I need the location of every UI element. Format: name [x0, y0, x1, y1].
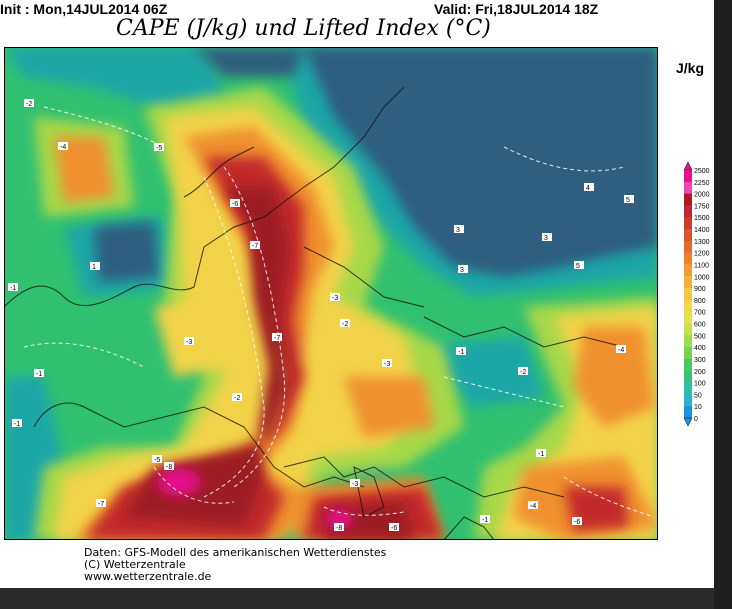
- cape-map: -6 -7 -7 -8 -7 -6 -8 -6 -4 1 -2 -3 -1 -2…: [4, 47, 658, 540]
- scale-swatch: [684, 288, 692, 301]
- scale-label: 1200: [694, 251, 710, 258]
- scale-swatch: [684, 229, 692, 242]
- scale-swatch: [684, 181, 692, 194]
- scale-label: 2500: [694, 168, 710, 175]
- scale-label: 700: [694, 310, 706, 317]
- svg-text:-2: -2: [342, 321, 348, 328]
- scale-label: 1100: [694, 262, 709, 269]
- bottom-bar: [0, 588, 732, 609]
- scale-swatch: [684, 276, 692, 289]
- scale-label: 1000: [694, 274, 710, 281]
- svg-text:-7: -7: [98, 501, 104, 508]
- svg-text:-7: -7: [252, 243, 258, 250]
- scale-label: 100: [694, 381, 706, 388]
- scale-tip-bottom: [683, 417, 693, 427]
- svg-text:-1: -1: [36, 371, 42, 378]
- svg-text:-3: -3: [186, 339, 192, 346]
- scale-label: 1300: [694, 239, 710, 246]
- svg-text:-3: -3: [332, 295, 338, 302]
- scale-label: 400: [694, 345, 706, 352]
- scale-label: 1500: [694, 215, 710, 222]
- svg-text:-1: -1: [458, 349, 464, 356]
- scale-swatch: [684, 370, 692, 383]
- svg-text:-1: -1: [538, 451, 544, 458]
- scale-swatch: [684, 170, 692, 183]
- scale-swatch: [684, 264, 692, 277]
- svg-text:4: 4: [586, 185, 590, 192]
- svg-text:-1: -1: [14, 421, 20, 428]
- valid-time-label: Valid: Fri,18JUL2014 18Z: [434, 1, 599, 17]
- svg-text:3: 3: [544, 235, 548, 242]
- scale-swatch: [684, 335, 692, 348]
- scale-swatch: [684, 299, 692, 313]
- svg-text:-5: -5: [156, 145, 162, 152]
- scale-swatch: [684, 358, 692, 372]
- scale-swatch: [684, 311, 692, 324]
- scale-label: 600: [694, 322, 706, 329]
- map-title: CAPE (J/kg) und Lifted Index (°C): [116, 16, 491, 41]
- scale-label: 10: [694, 404, 702, 411]
- svg-text:-2: -2: [520, 369, 526, 376]
- scale-label: 50: [694, 392, 702, 399]
- scale-swatch: [684, 382, 692, 395]
- scale-swatch: [684, 394, 692, 407]
- scale-label: 500: [694, 333, 706, 340]
- color-scale-legend: 2500225020001750150014001300120011001000…: [683, 161, 710, 427]
- svg-text:-4: -4: [618, 347, 624, 354]
- svg-text:-3: -3: [352, 481, 358, 488]
- svg-text:3: 3: [460, 267, 464, 274]
- credits-line-1: Daten: GFS-Modell des amerikanischen Wet…: [84, 546, 387, 559]
- scale-swatch: [684, 406, 692, 419]
- svg-text:3: 3: [456, 227, 460, 234]
- scale-label: 1400: [694, 227, 710, 234]
- scale-swatch: [684, 193, 692, 206]
- scale-swatch: [684, 347, 692, 360]
- scale-label: 900: [694, 286, 706, 293]
- credits-line-3: www.wetterzentrale.de: [84, 570, 212, 583]
- scale-swatch: [684, 217, 692, 230]
- scale-label: 800: [694, 298, 706, 305]
- svg-text:-4: -4: [60, 144, 66, 151]
- credits-line-2: (C) Wetterzentrale: [84, 558, 186, 571]
- scale-label: 200: [694, 369, 706, 376]
- scale-swatch: [684, 323, 692, 336]
- svg-text:1: 1: [92, 264, 96, 271]
- scale-tip-top: [683, 161, 693, 171]
- svg-text:-3: -3: [384, 361, 390, 368]
- right-bar: [714, 0, 732, 609]
- svg-text:-7: -7: [274, 335, 280, 342]
- scale-label: 300: [694, 357, 706, 364]
- svg-text:-8: -8: [166, 464, 172, 471]
- scale-label: 2250: [694, 180, 710, 187]
- credits: Daten: GFS-Modell des amerikanischen Wet…: [84, 547, 386, 583]
- svg-text:-2: -2: [26, 101, 32, 108]
- svg-text:-1: -1: [482, 517, 488, 524]
- svg-text:-8: -8: [336, 525, 342, 532]
- init-time-label: Init : Mon,14JUL2014 06Z: [0, 1, 168, 17]
- svg-text:-6: -6: [574, 519, 580, 526]
- svg-text:-1: -1: [10, 285, 16, 292]
- scale-label: 1750: [694, 203, 710, 210]
- svg-text:5: 5: [576, 263, 580, 270]
- svg-text:5: 5: [626, 197, 630, 204]
- scale-label: 0: [694, 416, 698, 423]
- svg-text:-5: -5: [154, 457, 160, 464]
- scale-swatch: [684, 252, 692, 265]
- scale-swatch: [684, 240, 692, 253]
- svg-text:-6: -6: [391, 525, 397, 532]
- svg-text:-6: -6: [232, 201, 238, 208]
- scale-swatch: [684, 205, 692, 218]
- scale-label: 2000: [694, 192, 710, 199]
- svg-text:-2: -2: [234, 395, 240, 402]
- svg-text:-4: -4: [530, 503, 536, 510]
- legend-unit: J/kg: [676, 60, 705, 76]
